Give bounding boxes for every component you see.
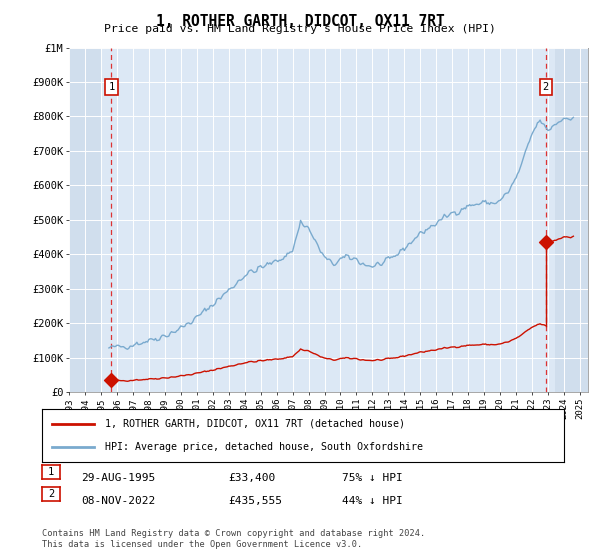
Text: £435,555: £435,555 (228, 496, 282, 506)
Text: 1, ROTHER GARTH, DIDCOT, OX11 7RT (detached house): 1, ROTHER GARTH, DIDCOT, OX11 7RT (detac… (104, 419, 404, 429)
Text: HPI: Average price, detached house, South Oxfordshire: HPI: Average price, detached house, Sout… (104, 442, 422, 452)
Text: 44% ↓ HPI: 44% ↓ HPI (342, 496, 403, 506)
Text: Price paid vs. HM Land Registry's House Price Index (HPI): Price paid vs. HM Land Registry's House … (104, 24, 496, 34)
Text: 29-AUG-1995: 29-AUG-1995 (81, 473, 155, 483)
Text: 2: 2 (48, 489, 54, 499)
Text: 08-NOV-2022: 08-NOV-2022 (81, 496, 155, 506)
Text: 1, ROTHER GARTH, DIDCOT, OX11 7RT: 1, ROTHER GARTH, DIDCOT, OX11 7RT (155, 14, 445, 29)
Text: 2: 2 (543, 82, 549, 92)
Text: 1: 1 (109, 82, 115, 92)
Text: £33,400: £33,400 (228, 473, 275, 483)
Text: 1: 1 (48, 467, 54, 477)
Point (107, 376, 116, 385)
Text: Contains HM Land Registry data © Crown copyright and database right 2024.
This d: Contains HM Land Registry data © Crown c… (42, 529, 425, 549)
Text: 75% ↓ HPI: 75% ↓ HPI (342, 473, 403, 483)
Point (541, 237, 551, 246)
